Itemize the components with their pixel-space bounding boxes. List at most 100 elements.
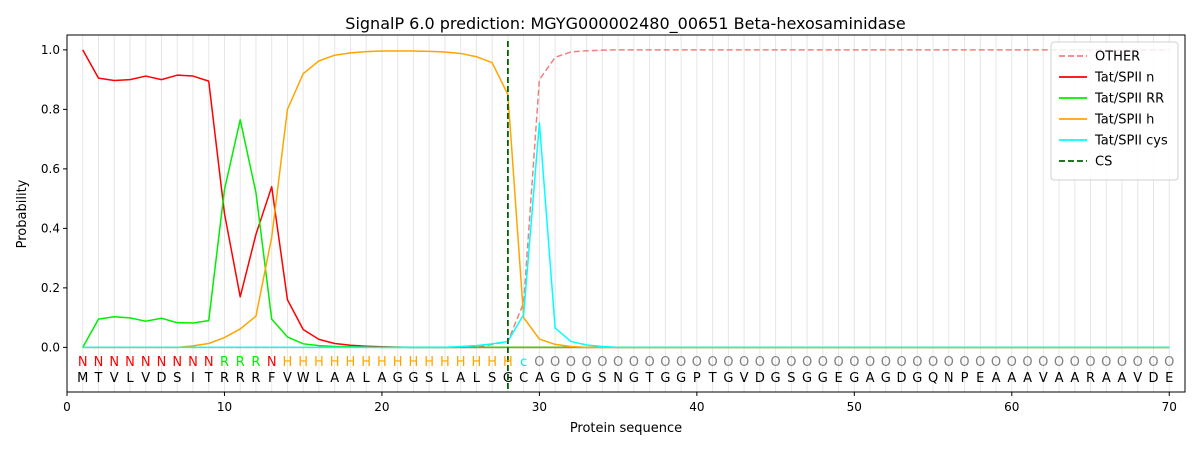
region-label-letter: O (1133, 355, 1143, 370)
residue-letter: G (408, 371, 418, 386)
region-label-letter: N (141, 355, 151, 370)
region-label-letter: O (802, 355, 812, 370)
region-label-letter: O (818, 355, 828, 370)
residue-letter: G (393, 371, 403, 386)
residue-letter: D (566, 371, 576, 386)
residue-letter: V (141, 371, 150, 386)
region-label-letter: c (520, 355, 527, 370)
region-label-letter: N (204, 355, 214, 370)
residue-letter: G (771, 371, 781, 386)
region-label-letter: O (660, 355, 670, 370)
region-label-letter: O (566, 355, 576, 370)
residue-letter: T (204, 371, 213, 386)
region-label-letter: N (78, 355, 88, 370)
region-label-letter: H (409, 355, 419, 370)
residue-letter: G (660, 371, 670, 386)
region-label-letter: O (849, 355, 859, 370)
region-label-letter: O (1070, 355, 1080, 370)
residue-letter: R (220, 371, 229, 386)
region-label-letter: O (645, 355, 655, 370)
residue-letter: V (1133, 371, 1142, 386)
legend-label: OTHER (1095, 50, 1140, 65)
region-label-letter: H (472, 355, 482, 370)
region-label-letter: O (786, 355, 796, 370)
residue-letter: L (363, 371, 371, 386)
y-tick-label: 0.8 (41, 102, 60, 116)
residue-letter: D (156, 371, 166, 386)
region-label-letter: O (1038, 355, 1048, 370)
region-label-letter: H (377, 355, 387, 370)
legend-label: Tat/SPII cys (1094, 134, 1168, 149)
region-label-letter: O (928, 355, 938, 370)
region-label-letter: N (267, 355, 277, 370)
residue-letter: W (297, 371, 310, 386)
region-label-letter: H (503, 355, 513, 370)
residue-letter: V (283, 371, 292, 386)
residue-letter: M (77, 371, 88, 386)
residue-letter: G (629, 371, 639, 386)
residue-letter: N (944, 371, 954, 386)
residue-letter: A (1070, 371, 1079, 386)
region-label-letter: O (550, 355, 560, 370)
residue-letter: A (1055, 371, 1064, 386)
residue-letter: S (787, 371, 795, 386)
region-label-letter: O (975, 355, 985, 370)
region-label-letter: O (582, 355, 592, 370)
legend-label: Tat/SPII RR (1094, 92, 1164, 107)
residue-letter: I (191, 371, 195, 386)
residue-letter: E (1165, 371, 1173, 386)
residue-letter: F (268, 371, 275, 386)
region-label-letter: H (440, 355, 450, 370)
sequence-annotation: MNTNVNLNVNDNSNINTNRRRRRRFNVHWHLHAHAHLHAH… (77, 355, 1174, 386)
residue-letter: P (961, 371, 969, 386)
residue-letter: G (912, 371, 922, 386)
region-label-letter: H (361, 355, 371, 370)
region-label-letter: O (613, 355, 623, 370)
region-label-letter: N (94, 355, 104, 370)
region-label-letter: N (157, 355, 167, 370)
residue-letter: T (708, 371, 717, 386)
residue-letter: A (535, 371, 544, 386)
y-tick-label: 0.2 (41, 281, 60, 295)
region-label-letter: O (1054, 355, 1064, 370)
region-label-letter: O (1007, 355, 1017, 370)
x-tick-label: 10 (217, 400, 232, 414)
residue-letter: S (488, 371, 496, 386)
region-label-letter: H (424, 355, 434, 370)
x-axis-label: Protein sequence (570, 421, 682, 436)
legend-label: Tat/SPII n (1094, 71, 1154, 86)
residue-letter: G (723, 371, 733, 386)
x-axis: 0 10 20 30 40 50 60 70 (63, 392, 1177, 414)
region-label-letter: H (330, 355, 340, 370)
x-tick-label: 0 (63, 400, 71, 414)
residue-letter: L (441, 371, 449, 386)
residue-letter: A (1023, 371, 1032, 386)
residue-letter: E (976, 371, 984, 386)
region-label-letter: O (707, 355, 717, 370)
region-label-letter: O (865, 355, 875, 370)
residue-letter: G (503, 371, 513, 386)
legend-label: CS (1095, 155, 1112, 170)
region-label-letter: H (393, 355, 403, 370)
region-label-letter: O (629, 355, 639, 370)
region-label-letter: O (739, 355, 749, 370)
residue-letter: R (236, 371, 245, 386)
residue-letter: S (173, 371, 181, 386)
residue-letter: A (456, 371, 465, 386)
residue-letter: A (1007, 371, 1016, 386)
residue-letter: A (346, 371, 355, 386)
residue-letter: A (866, 371, 875, 386)
residue-letter: N (613, 371, 623, 386)
region-label-letter: O (597, 355, 607, 370)
region-label-letter: O (896, 355, 906, 370)
region-label-letter: H (283, 355, 293, 370)
residue-letter: S (598, 371, 606, 386)
residue-letter: L (126, 371, 134, 386)
series-line-tat-spii-cys (82, 122, 1170, 349)
residue-letter: R (251, 371, 260, 386)
region-label-letter: O (770, 355, 780, 370)
residue-letter: A (1102, 371, 1111, 386)
region-label-letter: O (1148, 355, 1158, 370)
residue-letter: G (881, 371, 891, 386)
